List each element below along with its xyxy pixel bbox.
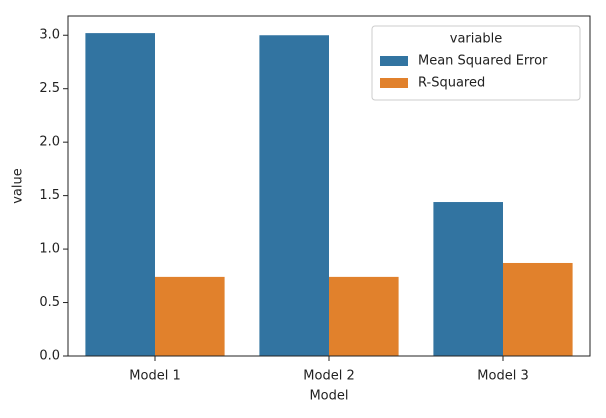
y-axis-label: value [11, 168, 26, 204]
bar [259, 35, 329, 357]
y-tick-label: 2.0 [39, 135, 60, 150]
x-tick-label: Model 3 [477, 369, 528, 384]
bar [85, 33, 155, 356]
y-tick-label: 1.5 [39, 188, 60, 203]
legend-box [371, 25, 581, 101]
y-tick-label: 1.0 [39, 242, 60, 257]
legend-swatch [380, 78, 408, 88]
y-tick-label: 0.5 [39, 295, 60, 310]
axes-frame [67, 15, 591, 357]
y-tick-label: 0.0 [39, 349, 60, 364]
bar [329, 276, 399, 356]
y-tick-label: 2.5 [39, 81, 60, 96]
legend-label: R-Squared [418, 76, 485, 91]
legend-swatch [380, 56, 408, 66]
legend-title: variable [450, 32, 502, 47]
bar [155, 276, 225, 356]
x-tick-label: Model 2 [303, 369, 354, 384]
y-tick-label: 3.0 [39, 28, 60, 43]
bar [503, 262, 573, 356]
x-tick-label: Model 1 [129, 369, 180, 384]
bar [433, 202, 503, 356]
legend-label: Mean Squared Error [418, 54, 548, 69]
x-axis-label: Model [309, 389, 348, 404]
